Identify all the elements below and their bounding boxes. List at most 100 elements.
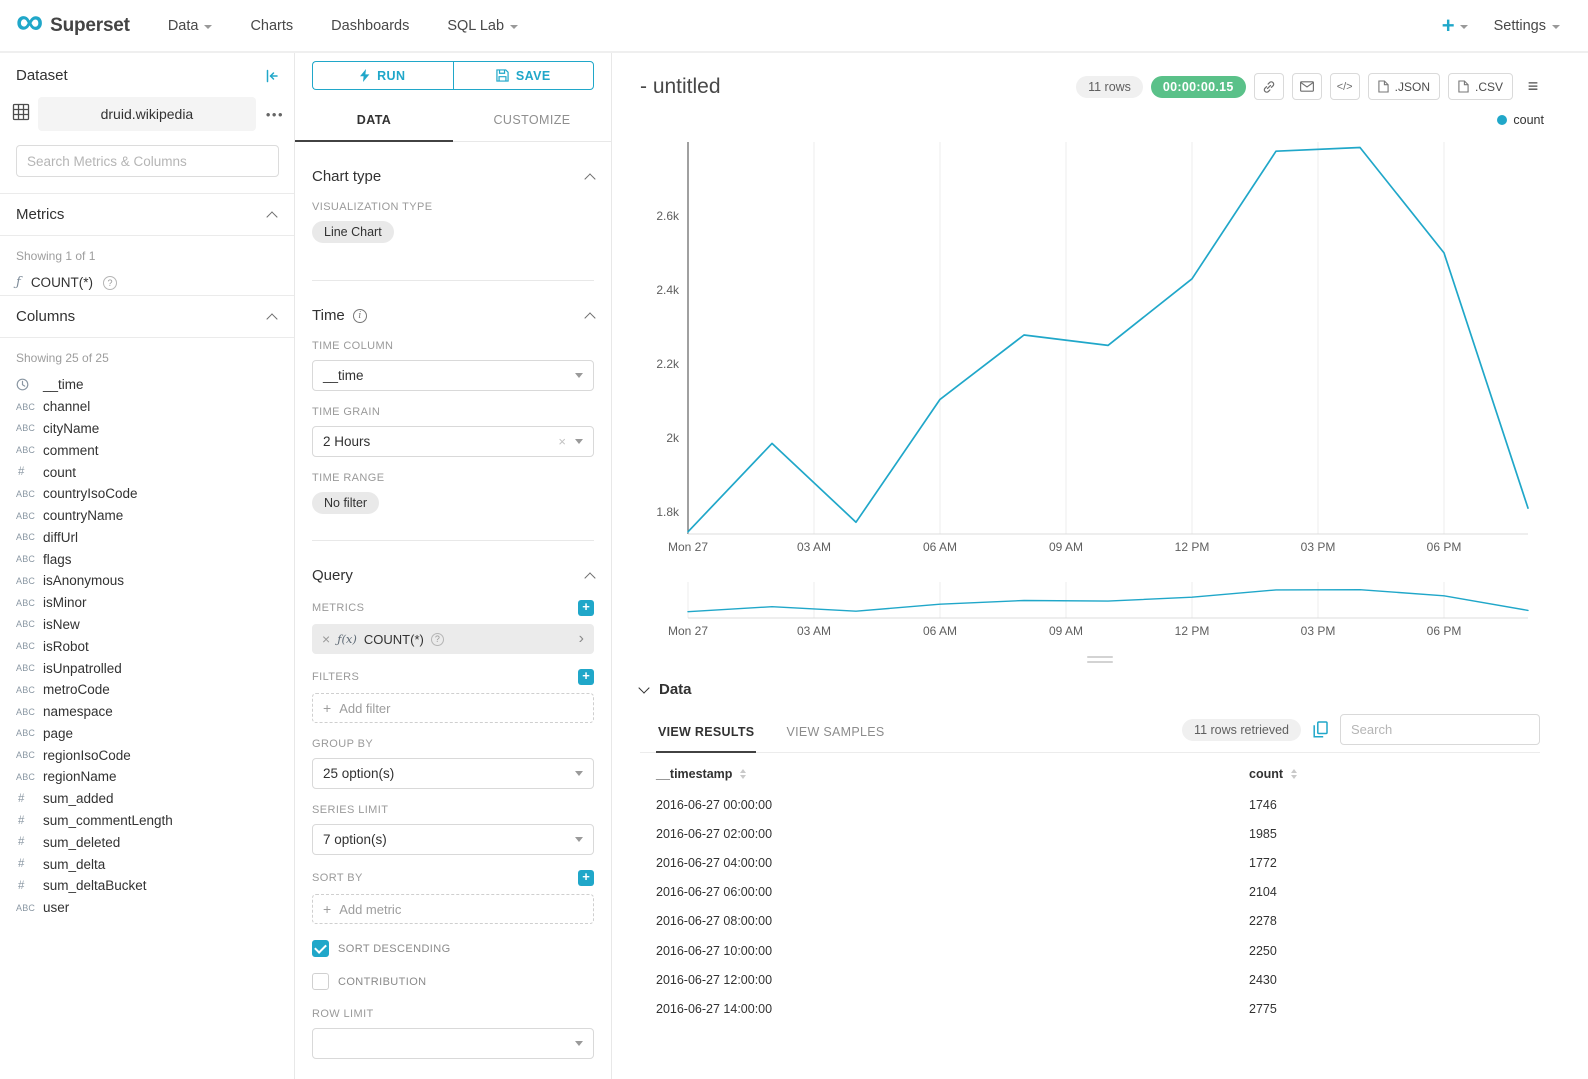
table-row[interactable]: 2016-06-27 06:00:00 2104 <box>656 878 1556 907</box>
data-section-toggle[interactable]: Data <box>638 681 1540 698</box>
clear-icon[interactable]: × <box>558 434 566 449</box>
column-item[interactable]: # sum_delta <box>0 853 294 875</box>
metric-chip[interactable]: × ƒ(x) COUNT(*) ? › <box>312 624 594 654</box>
time-grain-select[interactable]: 2 Hours × <box>312 426 594 457</box>
add-filter-icon[interactable]: + <box>578 669 594 685</box>
chart-title[interactable]: - untitled <box>640 74 721 98</box>
chart-menu-button[interactable]: ≡ <box>1521 73 1545 100</box>
email-button[interactable] <box>1291 73 1322 100</box>
sort-icon[interactable] <box>740 769 747 779</box>
column-item[interactable]: # count <box>0 461 294 483</box>
column-name: metroCode <box>43 682 110 698</box>
settings-menu[interactable]: Settings <box>1494 18 1560 34</box>
chart-legend[interactable]: count <box>612 100 1588 130</box>
resize-handle[interactable] <box>1087 656 1113 663</box>
help-icon[interactable]: ? <box>430 632 444 646</box>
column-name: isAnonymous <box>43 573 125 589</box>
columns-section-toggle[interactable]: Columns <box>0 295 294 338</box>
download-csv-button[interactable]: .CSV <box>1447 73 1513 100</box>
column-item[interactable]: __time <box>0 374 294 396</box>
nav-item-data[interactable]: Data <box>168 18 213 34</box>
sort-descending-checkbox[interactable]: SORT DESCENDING <box>312 940 594 957</box>
tab-view-results[interactable]: VIEW RESULTS <box>656 717 757 753</box>
column-item[interactable]: ABC isUnpatrolled <box>0 657 294 679</box>
line-chart[interactable]: Mon 27 03 AM 06 AM 09 AM 12 PM 03 PM 06 PM 1.8k… <box>612 130 1548 570</box>
nav-item-dashboards[interactable]: Dashboards <box>331 18 409 34</box>
column-item[interactable]: ABC metroCode <box>0 679 294 701</box>
group-by-select[interactable]: 25 option(s) <box>312 758 594 789</box>
dataset-selector[interactable]: druid.wikipedia <box>38 97 256 131</box>
metrics-section-toggle[interactable]: Metrics <box>0 193 294 236</box>
table-row[interactable]: 2016-06-27 14:00:00 2775 <box>656 994 1556 1023</box>
nav-item-label: SQL Lab <box>447 17 505 34</box>
column-item[interactable]: ABC user <box>0 897 294 919</box>
download-json-button[interactable]: .JSON <box>1367 73 1440 100</box>
column-item[interactable]: # sum_added <box>0 788 294 810</box>
column-item[interactable]: ABC isNew <box>0 614 294 636</box>
metric-item[interactable]: ƒ COUNT(*)? <box>0 270 294 295</box>
results-table: __timestamp count 2016-06-27 00:00:00 1746… <box>656 757 1556 1024</box>
column-item[interactable]: # sum_deltaBucket <box>0 875 294 897</box>
tab-data[interactable]: DATA <box>295 100 453 142</box>
chart-type-section-toggle[interactable]: Chart type <box>312 158 596 201</box>
column-item[interactable]: ABC countryIsoCode <box>0 483 294 505</box>
column-item[interactable]: # sum_commentLength <box>0 810 294 832</box>
series-limit-select[interactable]: 7 option(s) <box>312 824 594 855</box>
copy-link-button[interactable] <box>1253 73 1284 100</box>
table-row[interactable]: 2016-06-27 12:00:00 2430 <box>656 965 1556 994</box>
column-header[interactable]: count <box>1249 757 1556 790</box>
copy-to-clipboard-button[interactable] <box>1313 721 1328 738</box>
column-item[interactable]: ABC page <box>0 723 294 745</box>
embed-code-button[interactable]: </> <box>1329 73 1360 100</box>
table-row[interactable]: 2016-06-27 00:00:00 1746 <box>656 790 1556 819</box>
column-item[interactable]: ABC regionIsoCode <box>0 744 294 766</box>
time-column-select[interactable]: __time <box>312 360 594 391</box>
table-row[interactable]: 2016-06-27 10:00:00 2250 <box>656 936 1556 965</box>
text-icon: ABC <box>16 597 36 608</box>
run-button[interactable]: RUN <box>312 61 453 90</box>
column-item[interactable]: ABC flags <box>0 548 294 570</box>
dataset-search-input[interactable] <box>16 145 279 177</box>
column-item[interactable]: ABC comment <box>0 439 294 461</box>
add-metric-icon[interactable]: + <box>578 600 594 616</box>
column-item[interactable]: ABC diffUrl <box>0 526 294 548</box>
column-item[interactable]: ABC regionName <box>0 766 294 788</box>
nav-item-charts[interactable]: Charts <box>250 18 293 34</box>
column-item[interactable]: ABC countryName <box>0 505 294 527</box>
save-button[interactable]: SAVE <box>452 61 594 90</box>
query-section-toggle[interactable]: Query <box>312 557 596 600</box>
sort-icon[interactable] <box>1291 769 1298 779</box>
table-row[interactable]: 2016-06-27 04:00:00 1772 <box>656 848 1556 877</box>
column-item[interactable]: ABC namespace <box>0 701 294 723</box>
add-new-button[interactable]: + <box>1442 14 1468 37</box>
table-row[interactable]: 2016-06-27 08:00:00 2278 <box>656 907 1556 936</box>
add-filter-box[interactable]: + Add filter <box>312 693 594 723</box>
table-row[interactable]: 2016-06-27 02:00:00 1985 <box>656 819 1556 848</box>
time-section-toggle[interactable]: Time i <box>312 297 596 340</box>
results-search-input[interactable] <box>1340 714 1540 745</box>
collapse-panel-icon[interactable] <box>264 68 280 84</box>
column-item[interactable]: ABC isAnonymous <box>0 570 294 592</box>
nav-item-sql-lab[interactable]: SQL Lab <box>447 17 519 34</box>
help-icon[interactable]: ? <box>103 275 118 290</box>
column-item[interactable]: ABC cityName <box>0 418 294 440</box>
column-header[interactable]: __timestamp <box>656 757 1249 790</box>
column-item[interactable]: ABC channel <box>0 396 294 418</box>
add-sort-metric-icon[interactable]: + <box>578 870 594 886</box>
row-limit-select[interactable] <box>312 1028 594 1059</box>
add-sort-metric-box[interactable]: + Add metric <box>312 894 594 924</box>
column-item[interactable]: ABC isRobot <box>0 635 294 657</box>
viz-type-pill[interactable]: Line Chart <box>312 221 394 243</box>
tab-view-samples[interactable]: VIEW SAMPLES <box>786 725 885 739</box>
superset-logo[interactable]: ∞ Superset <box>16 3 130 41</box>
column-item[interactable]: # sum_deleted <box>0 831 294 853</box>
remove-metric-icon[interactable]: × <box>322 631 331 647</box>
time-range-pill[interactable]: No filter <box>312 492 380 514</box>
chevron-right-icon[interactable]: › <box>578 630 584 647</box>
more-options-icon[interactable]: ••• <box>265 106 284 122</box>
svg-text:06 AM: 06 AM <box>923 540 957 554</box>
tab-customize[interactable]: CUSTOMIZE <box>493 113 571 127</box>
column-item[interactable]: ABC isMinor <box>0 592 294 614</box>
contribution-checkbox[interactable]: CONTRIBUTION <box>312 973 594 990</box>
chart-brush[interactable]: Mon 27 03 AM 06 AM 09 AM 12 PM 03 PM 06 PM <box>612 574 1548 644</box>
